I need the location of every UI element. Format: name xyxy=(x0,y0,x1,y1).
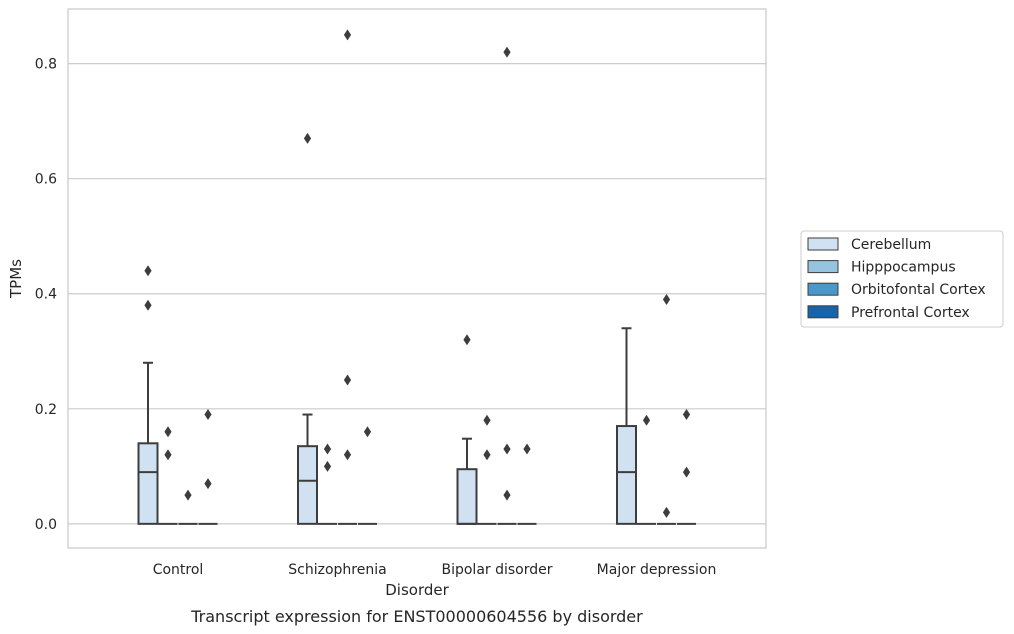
outlier-point xyxy=(682,409,691,421)
plot-frame xyxy=(67,8,767,549)
box xyxy=(456,468,478,525)
legend-items: Cerebellum Hipppocampus Orbitofontal Corte… xyxy=(807,237,986,321)
box-group xyxy=(637,414,656,525)
outlier-point xyxy=(144,299,152,311)
legend-swatch xyxy=(807,305,839,319)
chart-caption: Transcript expression for ENST0000060455… xyxy=(190,607,643,626)
legend-item: Orbitofontal Cortex xyxy=(807,282,986,298)
legend-label: Orbitofontal Cortex xyxy=(851,282,986,298)
box xyxy=(137,442,159,525)
box-group xyxy=(517,443,537,525)
outlier-point xyxy=(343,374,352,386)
legend-item: Hipppocampus xyxy=(807,260,956,276)
box-group xyxy=(178,489,198,525)
outlier-point xyxy=(204,478,212,490)
y-tick-label: 0.6 xyxy=(35,172,57,188)
outlier-point xyxy=(662,293,671,305)
box-group xyxy=(338,29,357,525)
x-tick-label: Control xyxy=(153,562,204,578)
outlier-point xyxy=(363,426,372,438)
box-group xyxy=(158,426,178,525)
box-group xyxy=(358,426,377,525)
box-group xyxy=(477,414,497,525)
plot-marks xyxy=(137,29,696,525)
legend-frame xyxy=(800,230,1004,328)
box-group xyxy=(137,265,159,525)
outlier-point xyxy=(463,334,471,346)
box-group xyxy=(677,409,696,525)
legend-swatch xyxy=(807,237,839,251)
box-group xyxy=(657,293,676,525)
box xyxy=(297,445,318,525)
y-tick-label: 0.0 xyxy=(35,517,57,533)
box-group xyxy=(497,46,517,525)
outlier-point xyxy=(343,449,352,461)
y-axis-label: TPMs xyxy=(7,259,25,299)
outlier-point xyxy=(483,414,491,426)
x-tick-label: Schizophrenia xyxy=(288,562,386,578)
legend-swatch xyxy=(807,282,839,296)
box-group xyxy=(297,132,318,525)
outlier-point xyxy=(662,506,671,518)
outlier-point xyxy=(164,449,172,461)
y-tick-label: 0.8 xyxy=(35,57,57,73)
outlier-point xyxy=(523,443,531,455)
y-tick-label: 0.4 xyxy=(35,287,57,303)
outlier-point xyxy=(503,46,511,58)
box-group xyxy=(456,334,478,525)
box-group xyxy=(318,443,337,525)
legend-item: Cerebellum xyxy=(807,237,931,253)
outlier-point xyxy=(483,449,491,461)
box-group xyxy=(198,409,218,525)
box xyxy=(616,425,637,525)
legend-label: Hipppocampus xyxy=(851,260,956,276)
outlier-point xyxy=(323,460,332,472)
legend-label: Prefrontal Cortex xyxy=(851,305,970,321)
outlier-point xyxy=(204,409,212,421)
outlier-point xyxy=(323,443,332,455)
x-tick-label: Major depression xyxy=(597,562,717,578)
grid-lines xyxy=(68,63,766,525)
outlier-point xyxy=(503,489,511,501)
x-tick-labels: Control Schizophrenia Bipolar disorder Majo… xyxy=(153,562,717,578)
y-tick-label: 0.2 xyxy=(35,402,57,418)
outlier-point xyxy=(343,29,352,41)
outlier-point xyxy=(642,414,651,426)
box-group xyxy=(616,327,637,525)
x-tick-label: Bipolar disorder xyxy=(441,562,552,578)
outlier-point xyxy=(682,466,691,478)
x-axis-label: Disorder xyxy=(385,581,449,599)
outlier-point xyxy=(503,443,511,455)
legend-item: Prefrontal Cortex xyxy=(807,305,970,321)
legend-swatch xyxy=(807,260,839,274)
legend: Cerebellum Hipppocampus Orbitofontal Corte… xyxy=(800,230,1004,328)
y-tick-labels: 0.0 0.2 0.4 0.6 0.8 xyxy=(35,57,57,533)
outlier-point xyxy=(164,426,172,438)
outlier-point xyxy=(144,265,152,277)
outlier-point xyxy=(184,489,192,501)
legend-label: Cerebellum xyxy=(851,237,931,253)
outlier-point xyxy=(303,132,312,144)
